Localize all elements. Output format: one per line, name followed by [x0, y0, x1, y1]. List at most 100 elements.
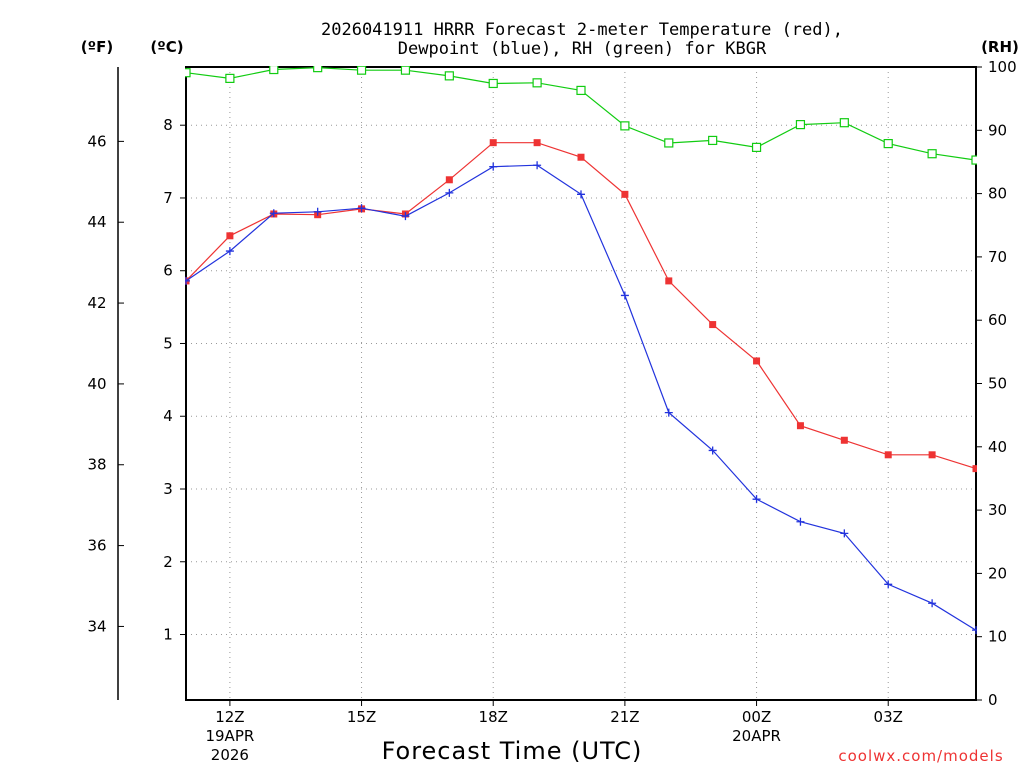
rh-tick-label: 50 [988, 375, 1007, 393]
dewpoint-point [796, 517, 805, 526]
temperature-point [884, 451, 892, 459]
dewpoint-point [185, 276, 190, 285]
dewpoint-point [884, 580, 893, 589]
rh-tick-label: 60 [988, 311, 1007, 329]
dewpoint-point [357, 204, 366, 213]
celsius-tick-label: 5 [163, 334, 173, 352]
rh-point [269, 66, 279, 75]
rh-point [971, 155, 977, 165]
temperature-point [709, 321, 717, 329]
celsius-tick-label: 3 [163, 480, 173, 498]
x-tick-label: 21Z [610, 708, 639, 726]
dewpoint-point [752, 495, 761, 504]
fahrenheit-tick-label: 34 [87, 617, 106, 635]
celsius-tick-label: 7 [163, 189, 173, 207]
temperature-point [226, 232, 234, 240]
x-axis-label: Forecast Time (UTC) [382, 737, 643, 765]
dewpoint-point [972, 626, 977, 635]
rh-point [795, 120, 806, 130]
fahrenheit-unit-label: (ºF) [81, 38, 113, 56]
x-year-label: 2026 [211, 746, 249, 764]
dewpoint-point [577, 190, 585, 199]
rh-point [883, 138, 893, 149]
celsius-tick-label: 2 [163, 553, 173, 571]
rh-point [185, 68, 191, 78]
x-tick-label: 12Z [215, 708, 244, 726]
temperature-point [533, 139, 541, 147]
temperature-point [928, 451, 936, 459]
dewpoint-point [664, 408, 673, 417]
data-series [185, 66, 977, 635]
x-date-label: 19APR [205, 727, 254, 745]
rh-tick-label: 0 [988, 691, 998, 709]
credit-text: coolwx.com/models [838, 747, 1003, 765]
celsius-tick-label: 4 [163, 407, 173, 425]
rh-point [620, 121, 630, 131]
dewpoint-point [225, 247, 234, 256]
rh-tick-label: 90 [988, 121, 1007, 139]
rh-point [839, 118, 849, 128]
dewpoint-point [708, 446, 717, 455]
temperature-point [445, 176, 453, 184]
x-tick-label: 15Z [347, 708, 376, 726]
x-tick-label: 18Z [479, 708, 508, 726]
rh-tick-label: 80 [988, 185, 1007, 203]
dewpoint-point [928, 599, 937, 608]
plot-frame [185, 66, 977, 701]
rh-point [664, 138, 674, 148]
celsius-tick-label: 1 [163, 626, 173, 644]
series-group [185, 66, 977, 635]
celsius-unit-label: (ºC) [150, 38, 183, 56]
temperature-point [489, 139, 497, 147]
chart-title-line1: 2026041911 HRRR Forecast 2-meter Tempera… [321, 20, 843, 40]
rh-point [576, 85, 586, 96]
rh-tick-label: 10 [988, 628, 1007, 646]
dewpoint-point [313, 207, 322, 216]
rh-unit-label: (RH) [981, 38, 1019, 56]
rh-tick-label: 40 [988, 438, 1007, 456]
dewpoint-line [185, 164, 977, 631]
fahrenheit-tick-label: 36 [87, 537, 106, 555]
rh-tick-label: 100 [988, 58, 1017, 76]
rh-point [225, 73, 235, 83]
fahrenheit-tick-label: 40 [87, 375, 106, 393]
dewpoint-point [269, 209, 278, 218]
rh-point [532, 78, 542, 88]
dewpoint-point [533, 161, 542, 170]
temperature-point [577, 153, 585, 161]
temperature-point [665, 277, 673, 285]
fahrenheit-tick-label: 46 [87, 132, 106, 150]
rh-point [708, 135, 718, 146]
rh-point [400, 66, 411, 75]
fahrenheit-tick-label: 42 [87, 294, 106, 312]
temperature-point [621, 190, 629, 198]
rh-point [356, 66, 367, 75]
grid-lines [186, 67, 976, 700]
x-date-label: 20APR [732, 727, 781, 745]
chart-title-line2: Dewpoint (blue), RH (green) for KBGR [398, 39, 767, 59]
rh-point [927, 149, 937, 159]
rh-tick-label: 20 [988, 564, 1007, 582]
fahrenheit-tick-label: 44 [87, 213, 106, 231]
celsius-tick-label: 8 [163, 116, 173, 134]
x-tick-label: 00Z [742, 708, 771, 726]
fahrenheit-tick-label: 38 [87, 456, 106, 474]
temperature-point [753, 357, 761, 365]
dewpoint-point [489, 162, 498, 171]
celsius-tick-label: 6 [163, 262, 173, 280]
rh-tick-label: 30 [988, 501, 1007, 519]
dewpoint-point [401, 212, 410, 221]
dewpoint-point [620, 291, 629, 300]
rh-point [488, 78, 498, 89]
rh-point [444, 71, 454, 81]
rh-line [185, 66, 977, 161]
rh-point [313, 66, 323, 73]
temperature-point [972, 465, 977, 473]
rh-point [751, 142, 762, 152]
temperature-point [840, 436, 848, 444]
x-tick-label: 03Z [874, 708, 903, 726]
dewpoint-point [445, 188, 454, 197]
rh-tick-label: 70 [988, 248, 1007, 266]
